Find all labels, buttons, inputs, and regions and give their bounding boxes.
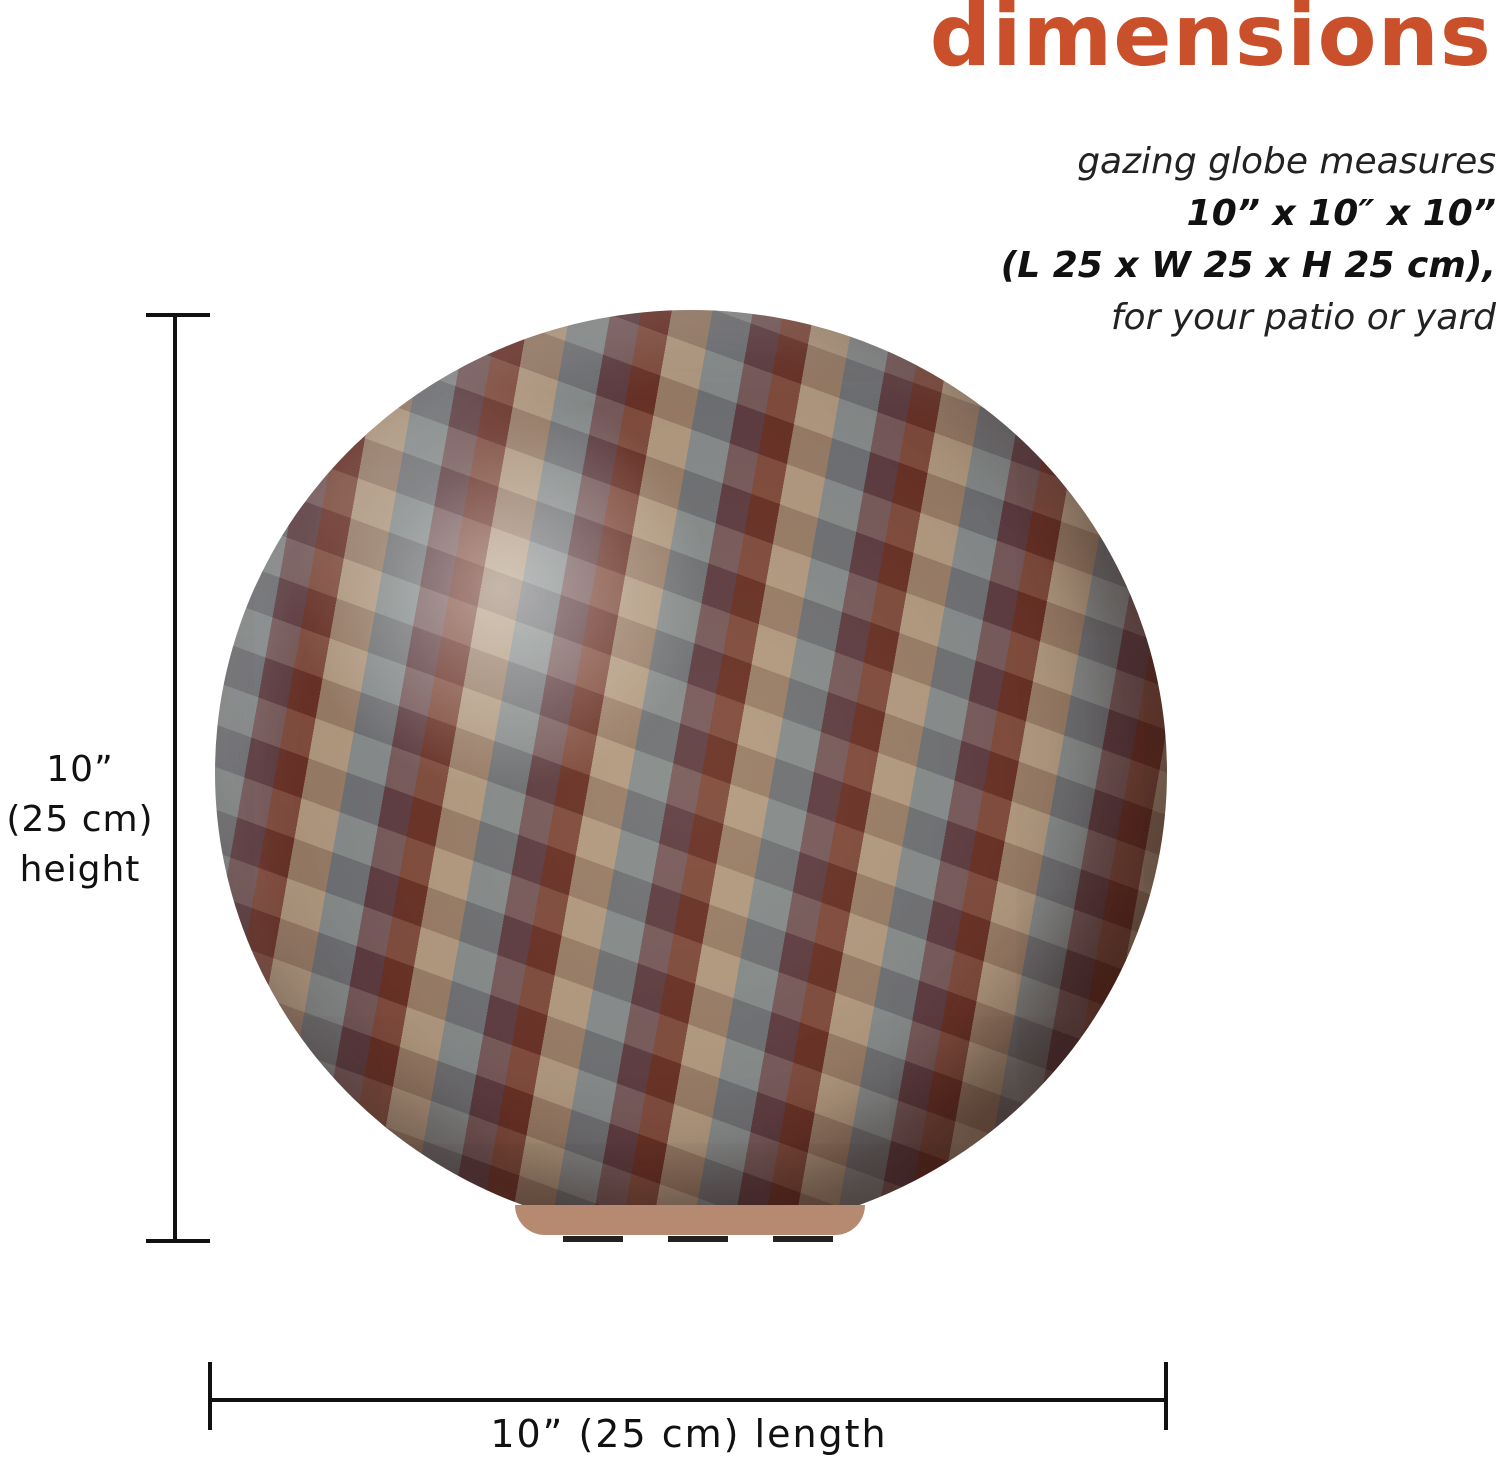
heading: dimensions <box>929 0 1492 86</box>
dimensions-cm: (L 25 x W 25 x H 25 cm), <box>1000 245 1496 286</box>
height-label: 10” (25 cm) height <box>0 745 160 895</box>
length-label: 10” (25 cm) length <box>490 1412 888 1456</box>
gazing-globe-image <box>215 310 1167 1235</box>
dimensions-inches: 10” x 10″ x 10” <box>1186 193 1496 234</box>
height-line-cap <box>146 313 210 317</box>
length-line-cap <box>208 1362 212 1430</box>
length-dimension-line <box>210 1398 1168 1402</box>
height-word: height <box>19 849 141 890</box>
length-line-cap <box>1164 1362 1168 1430</box>
description: gazing globe measures 10” x 10″ x 10” (L… <box>1001 136 1496 344</box>
height-cm: (25 cm) <box>6 799 154 840</box>
globe-foot <box>668 1236 728 1242</box>
globe-base <box>515 1205 865 1235</box>
globe-foot <box>563 1236 623 1242</box>
description-line: gazing globe measures <box>1077 141 1496 182</box>
height-inches: 10” <box>46 749 114 790</box>
height-line-cap <box>146 1239 210 1243</box>
height-dimension-line <box>173 313 177 1243</box>
description-line: for your patio or yard <box>1110 297 1496 338</box>
globe-foot <box>773 1236 833 1242</box>
